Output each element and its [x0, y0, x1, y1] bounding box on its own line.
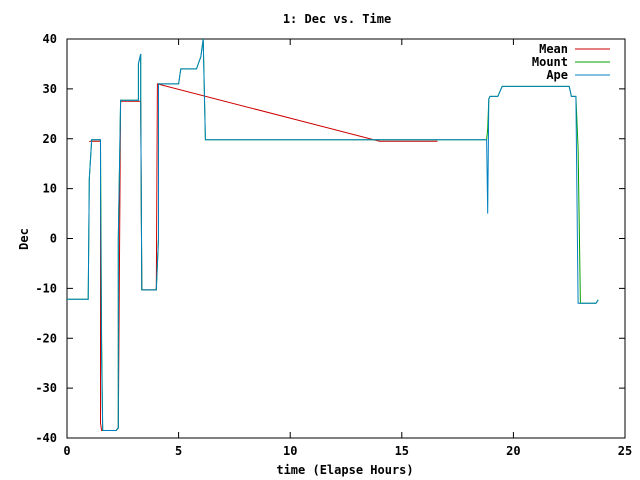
chart-title: 1: Dec vs. Time — [283, 12, 391, 26]
x-tick-label: 20 — [506, 444, 520, 458]
y-tick-label: -30 — [35, 381, 57, 395]
y-tick-label: -40 — [35, 431, 57, 445]
x-tick-label: 25 — [618, 444, 632, 458]
y-tick-label: 20 — [43, 132, 57, 146]
x-axis-label: time (Elapse Hours) — [276, 463, 413, 477]
y-tick-label: -10 — [35, 281, 57, 295]
y-tick-label: 0 — [50, 232, 57, 246]
series-line-mean — [89, 83, 438, 431]
series-group — [67, 38, 599, 431]
x-tick-label: 15 — [395, 444, 409, 458]
series-line-ape — [67, 38, 599, 431]
y-axis-label: Dec — [17, 228, 31, 250]
x-tick-label: 5 — [175, 444, 182, 458]
x-tick-label: 0 — [63, 444, 70, 458]
x-tick-label: 10 — [283, 444, 297, 458]
y-tick-label: 10 — [43, 182, 57, 196]
plot-area — [66, 38, 626, 439]
legend-label-mount: Mount — [532, 55, 568, 69]
y-tick-label: 40 — [43, 32, 57, 46]
axis-ticks: 0 5 10 15 20 25 -40 -30 -20 -10 0 10 20 30 40 — [35, 32, 632, 458]
series-line-mount — [67, 38, 599, 431]
legend-label-mean: Mean — [539, 42, 568, 56]
y-tick-label: -20 — [35, 331, 57, 345]
plot-frame — [66, 38, 626, 439]
y-tick-label: 30 — [43, 82, 57, 96]
legend-label-ape: Ape — [546, 68, 568, 82]
